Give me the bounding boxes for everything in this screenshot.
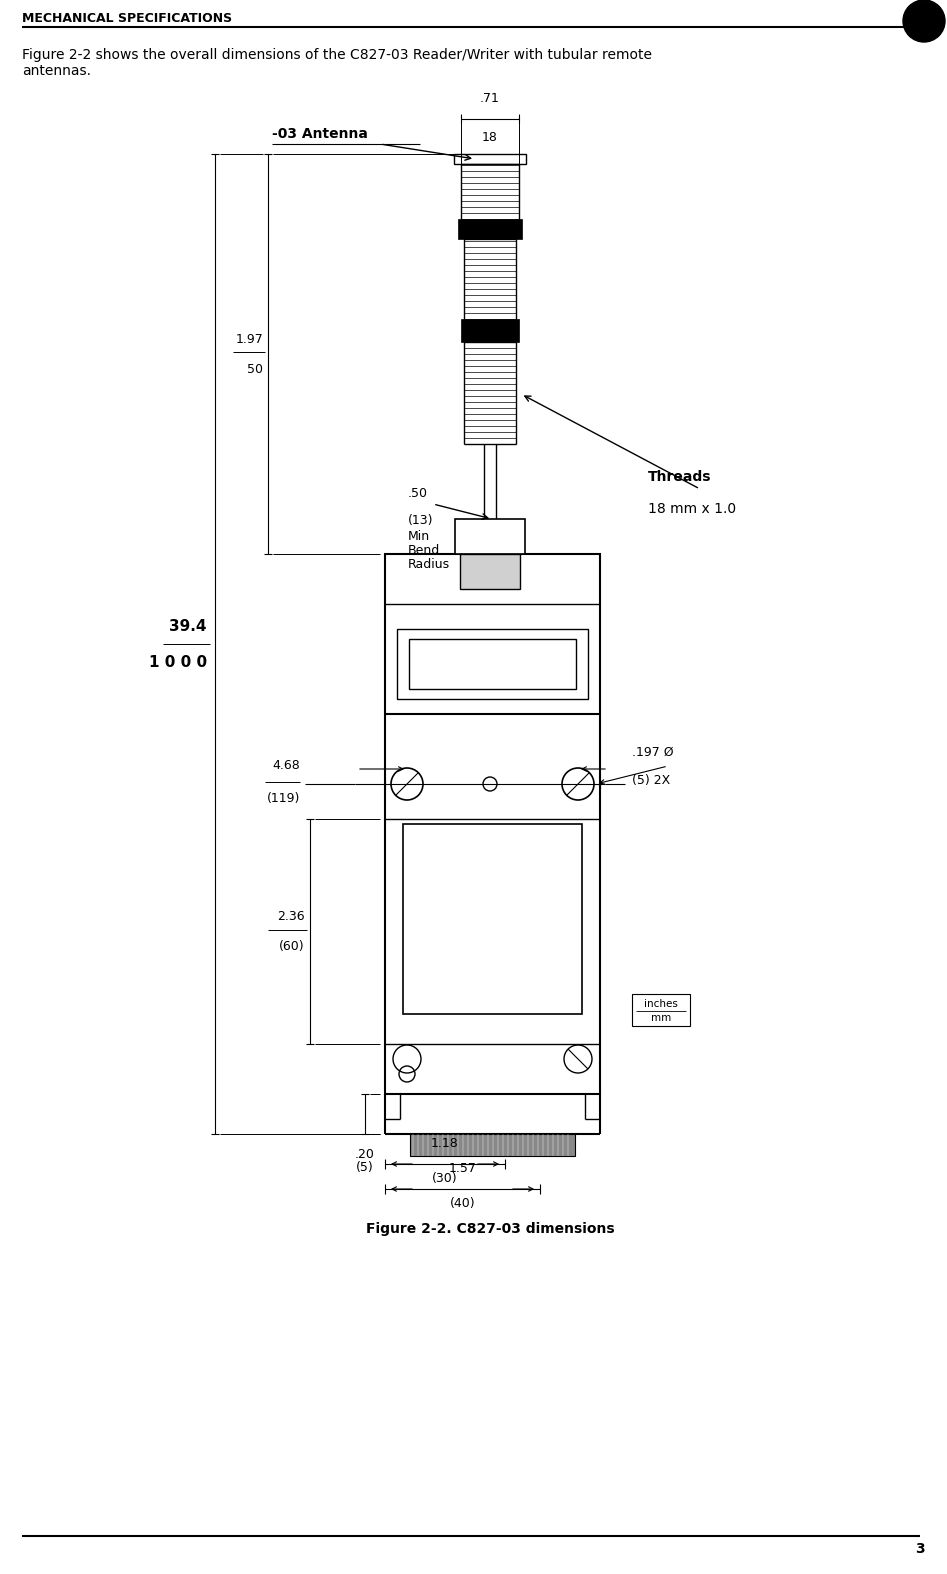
Text: (5): (5) [356,1162,374,1174]
Text: 2: 2 [918,11,931,30]
Bar [385,554,600,1094]
Bar [461,320,519,342]
Bar [397,630,588,699]
Bar [403,825,582,1014]
Text: (119): (119) [267,792,300,804]
Text: 1 0 0 0: 1 0 0 0 [149,655,207,669]
Text: 1.97: 1.97 [235,332,263,346]
Text: (60): (60) [279,940,305,952]
Text: (30): (30) [432,1173,457,1185]
Text: .50: .50 [408,486,428,501]
Text: -03 Antenna: -03 Antenna [272,127,367,142]
Text: Figure 2-2 shows the overall dimensions of the C827-03 Reader/Writer with tubula: Figure 2-2 shows the overall dimensions … [22,47,652,61]
Text: 18 mm x 1.0: 18 mm x 1.0 [648,502,736,516]
Text: (40): (40) [450,1196,475,1210]
Bar [460,554,520,589]
Text: Radius: Radius [408,559,450,571]
Bar [454,154,526,164]
Text: 3: 3 [916,1543,925,1557]
Text: 18: 18 [482,131,498,143]
Text: mm: mm [651,1014,671,1023]
Text: MECHANICAL SPECIFICATIONS: MECHANICAL SPECIFICATIONS [22,11,232,25]
Text: .71: .71 [480,91,500,105]
Bar [410,1133,575,1155]
Text: 4.68: 4.68 [272,759,300,771]
Text: Bend: Bend [408,545,440,557]
Text: Min: Min [408,530,430,543]
Text: .20: .20 [355,1147,375,1162]
Text: (13): (13) [408,515,434,527]
Circle shape [903,0,945,42]
Text: inches: inches [644,999,678,1009]
Bar [455,519,525,554]
Bar [632,995,690,1026]
Text: Figure 2-2. C827-03 dimensions: Figure 2-2. C827-03 dimensions [366,1221,615,1236]
Text: Threads: Threads [648,471,711,483]
Text: 39.4: 39.4 [170,619,207,633]
Text: 50: 50 [247,362,263,376]
Text: .197 Ø: .197 Ø [632,746,673,759]
Text: 1.57: 1.57 [449,1162,476,1176]
Text: (5) 2X: (5) 2X [632,774,670,787]
Text: 1.18: 1.18 [431,1136,459,1151]
Bar [409,639,576,689]
Bar [458,219,522,239]
Text: 2.36: 2.36 [277,910,305,922]
Text: antennas.: antennas. [22,65,91,79]
